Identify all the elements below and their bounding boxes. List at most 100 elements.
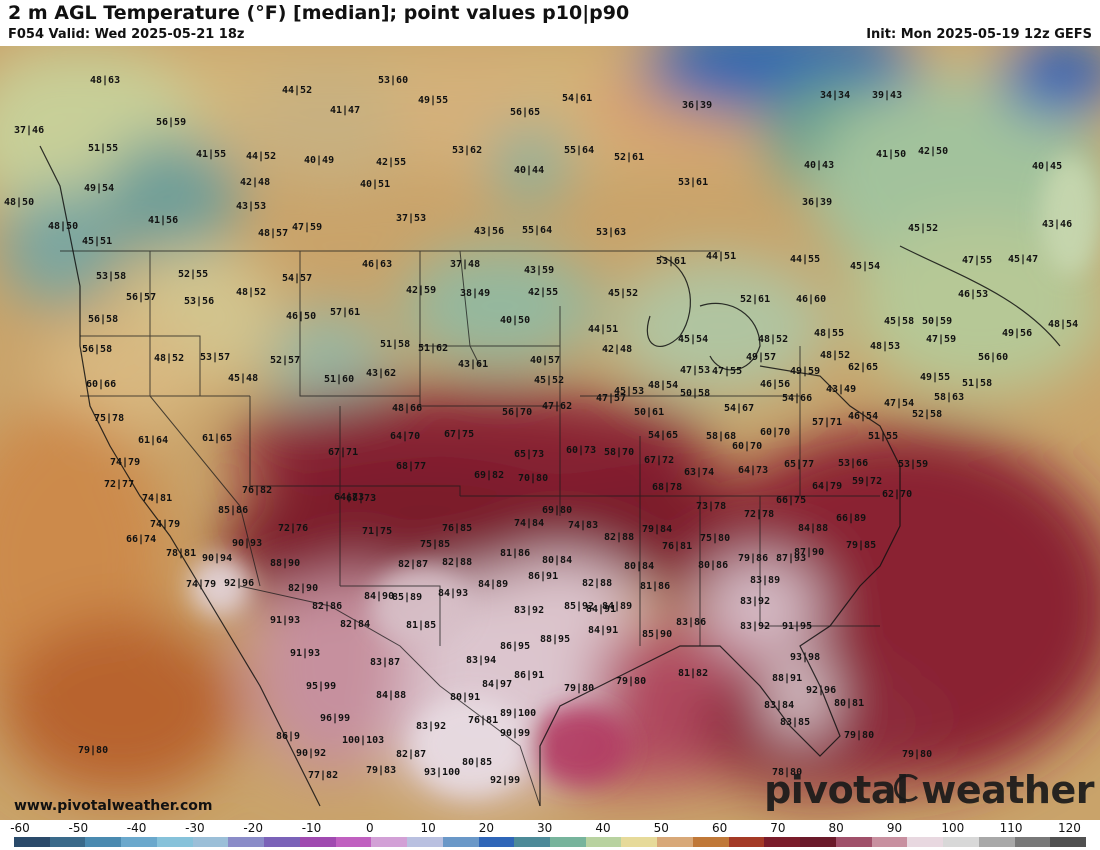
point-value-label: 90|92 [296,748,327,759]
point-value-label: 66|74 [126,534,157,545]
colorbar-tick-label: 100 [941,821,965,835]
point-value-label: 44|55 [790,254,821,265]
point-value-label: 48|57 [258,228,289,239]
point-value-label: 50|59 [922,316,953,327]
point-value-label: 68|77 [396,461,427,472]
point-value-label: 87|93 [776,553,807,564]
point-value-label: 54|66 [782,393,813,404]
point-value-label: 43|62 [366,368,397,379]
point-value-label: 48|55 [814,328,845,339]
colorbar-swatch [335,837,372,847]
point-value-label: 76|85 [442,523,473,534]
point-value-label: 82|86 [312,601,343,612]
point-value-label: 74|79 [110,457,141,468]
point-value-label: 78|81 [166,548,197,559]
point-value-label: 92|96 [224,578,255,589]
colorbar-swatch [514,837,551,847]
point-value-label: 43|53 [236,201,267,212]
point-value-label: 41|55 [196,149,227,160]
point-value-label: 76|81 [662,541,693,552]
point-value-label: 84|89 [602,601,633,612]
point-value-label: 59|72 [852,476,883,487]
colorbar-swatch [978,837,1015,847]
temperature-colorbar: -60 -50 -40 -30 -20 -10 0 10 20 30 40 50 60 70 80 90 100… [0,820,1100,850]
point-value-label: 74|84 [514,518,545,529]
point-value-label: 54|65 [648,430,679,441]
point-value-label: 92|99 [490,775,521,786]
point-value-label: 67|71 [328,447,359,458]
point-value-label: 51|58 [380,339,411,350]
point-value-label: 46|54 [848,411,879,422]
point-value-label: 42|50 [918,146,949,157]
point-value-label: 54|67 [724,403,755,414]
point-value-label: 60|66 [86,379,117,390]
point-value-label: 53|66 [838,458,869,469]
point-value-label: 62|65 [848,362,879,373]
colorbar-swatch [800,837,836,847]
colorbar-swatch [192,837,229,847]
point-value-label: 81|82 [678,668,709,679]
point-value-label: 55|64 [564,145,595,156]
point-value-label: 64|70 [390,431,421,442]
point-value-label: 56|65 [510,107,541,118]
point-value-label: 83|87 [370,657,401,668]
point-value-label: 72|78 [744,509,775,520]
point-value-label: 67|72 [644,455,675,466]
point-value-label: 53|56 [184,296,215,307]
point-value-label: 53|60 [378,75,409,86]
point-value-label: 74|79 [186,579,217,590]
point-value-label: 69|82 [474,470,505,481]
map-background [0,46,1100,820]
point-value-label: 40|57 [530,355,561,366]
point-value-label: 34|34 [820,90,851,101]
point-value-label: 58|63 [934,392,965,403]
point-value-label: 77|82 [308,770,339,781]
point-value-label: 53|61 [678,177,709,188]
point-value-label: 81|86 [640,581,671,592]
point-value-label: 45|47 [1008,254,1039,265]
point-value-label: 74|81 [142,493,173,504]
point-value-label: 47|59 [292,222,323,233]
colorbar-tick-label: 80 [828,821,844,835]
point-value-label: 95|99 [306,681,337,692]
point-value-label: 46|56 [760,379,791,390]
point-value-label: 84|88 [798,523,829,534]
colorbar-swatch [621,837,658,847]
point-value-label: 53|57 [200,352,231,363]
colorbar-swatch [299,837,336,847]
point-value-label: 37|48 [450,259,481,270]
point-value-label: 73|78 [696,501,727,512]
point-value-label: 74|79 [150,519,181,530]
colorbar-swatch [550,837,586,847]
point-value-label: 82|88 [604,532,635,543]
colorbar-swatch [907,837,944,847]
point-value-label: 84|91 [588,625,619,636]
map-title: 2 m AGL Temperature (°F) [median]; point… [8,2,630,24]
point-value-label: 41|50 [876,149,907,160]
point-value-label: 79|85 [846,540,877,551]
point-value-label: 46|60 [796,294,827,305]
point-value-label: 85|89 [392,592,423,603]
point-value-label: 85|92 [564,601,595,612]
colorbar-swatch [371,837,408,847]
point-value-label: 84|90 [364,591,395,602]
point-value-label: 57|71 [812,417,843,428]
point-value-label: 45|53 [614,386,645,397]
colorbar-tick-label: -20 [243,821,263,835]
point-value-label: 45|58 [884,316,915,327]
point-value-label: 48|52 [820,350,851,361]
point-value-label: 88|90 [270,558,301,569]
colorbar-swatch [1050,837,1087,847]
point-value-label: 86|95 [500,641,531,652]
point-value-label: 79|80 [564,683,595,694]
point-value-label: 40|50 [500,315,531,326]
point-value-label: 39|43 [872,90,903,101]
colorbar-swatch [85,837,122,847]
point-value-label: 56|59 [156,117,187,128]
point-value-label: 79|83 [366,765,397,776]
point-value-label: 82|88 [442,557,473,568]
point-value-label: 48|63 [90,75,121,86]
point-value-label: 49|54 [84,183,115,194]
point-value-label: 49|59 [790,366,821,377]
colorbar [14,837,1087,847]
